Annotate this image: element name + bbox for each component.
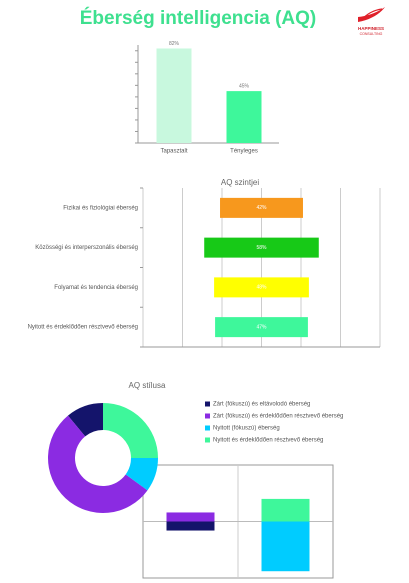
legend-label: Zárt (fókuszú) és érdeklődően résztvevő … [213, 414, 343, 420]
logo-text: HAPPINESS [358, 26, 384, 31]
value-label: 45% [239, 83, 250, 89]
logo-swoosh [361, 8, 383, 21]
bar [156, 48, 192, 143]
donut-slice [125, 458, 158, 491]
legend-label: Nyitott és érdeklődően résztvevő éberség [213, 438, 323, 444]
bar [226, 91, 262, 143]
bar [220, 197, 303, 218]
bar-segment [261, 521, 310, 572]
chart-title: AQ szintjei [221, 178, 259, 187]
logo-swoosh [358, 7, 385, 22]
legend-label: Nyitott (fókuszú) éberség [213, 426, 280, 432]
donut-slice [67, 403, 103, 437]
legend-swatch [205, 401, 210, 407]
bar [214, 277, 309, 298]
value-label: 47% [256, 324, 267, 330]
bar-segment [166, 521, 215, 531]
x-tick-label: Tapasztalt [160, 149, 187, 155]
bar-segment [261, 498, 310, 522]
legend-label: Zárt (fókuszú) és eltávolodó éberség [213, 402, 310, 408]
bar [204, 237, 319, 258]
value-label: 58% [256, 245, 267, 251]
bar [215, 317, 308, 338]
logo-text: CONSULTING [360, 32, 383, 36]
y-tick-label: Nyitott és érdeklődően résztvevő éberség [28, 325, 138, 331]
x-tick-label: Tényleges [230, 149, 258, 155]
donut-slice [103, 403, 158, 458]
legend-swatch [205, 425, 210, 431]
bar-segment [166, 512, 215, 522]
y-tick-label: Közösségi és interperszonális éberség [35, 245, 138, 251]
chart-title: AQ stílusa [129, 381, 166, 390]
value-label: 82% [169, 41, 180, 47]
donut-slice [47, 415, 148, 514]
page-title: Éberség intelligencia (AQ) [80, 7, 317, 29]
legend-swatch [205, 437, 210, 443]
legend-swatch [205, 413, 210, 419]
y-tick-label: Folyamat és tendencia éberség [54, 285, 138, 291]
value-label: 48% [256, 285, 267, 291]
y-tick-label: Fizikai és fiziológiai éberség [63, 205, 138, 211]
value-label: 42% [256, 205, 267, 211]
